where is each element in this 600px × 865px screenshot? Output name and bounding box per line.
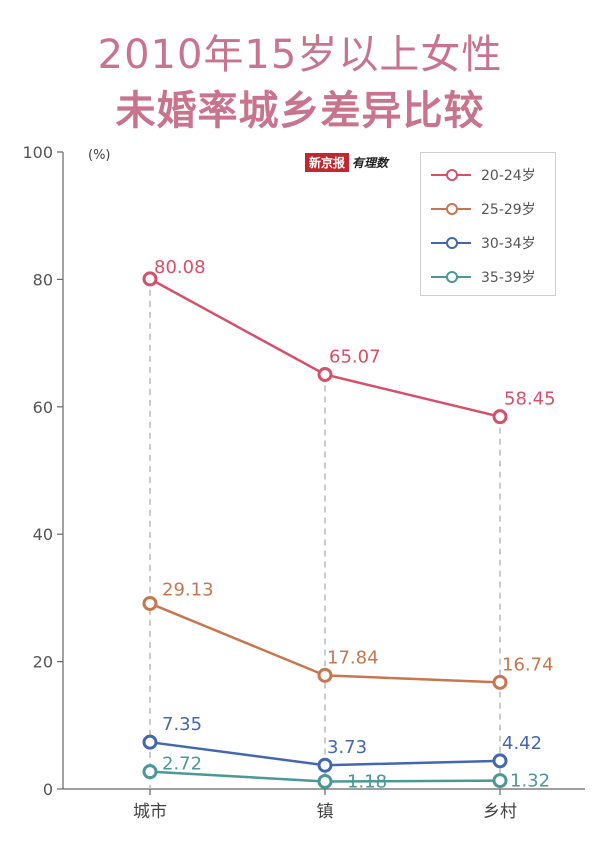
data-point (317, 773, 333, 789)
data-label: 4.42 (502, 733, 542, 754)
legend-swatch (431, 271, 471, 283)
data-point (317, 757, 333, 773)
legend-item: 30-34岁 (431, 233, 536, 253)
data-label: 58.45 (504, 389, 556, 410)
legend-label: 30-34岁 (481, 236, 536, 252)
legend-item: 35-39岁 (431, 267, 536, 287)
legend-label: 25-29岁 (481, 202, 536, 218)
y-tick-label: 40 (33, 525, 53, 544)
y-tick-label: 80 (33, 270, 53, 289)
data-label: 1.18 (347, 771, 387, 792)
y-tick-label: 60 (33, 398, 53, 417)
data-label: 2.72 (162, 754, 202, 775)
data-point (142, 271, 158, 287)
y-axis-unit-label: (%) (88, 148, 111, 163)
data-label: 65.07 (329, 347, 381, 368)
x-tick-label: 镇 (317, 802, 334, 822)
data-point (142, 595, 158, 611)
data-label: 7.35 (162, 714, 202, 735)
y-tick-label: 20 (33, 653, 53, 672)
data-point (317, 367, 333, 383)
legend-label: 35-39岁 (481, 270, 536, 286)
chart-legend: 20-24岁 25-29岁 30-34岁 35-39岁 (420, 152, 556, 296)
data-label: 29.13 (162, 579, 214, 600)
data-point (492, 753, 508, 769)
data-label: 1.32 (510, 771, 550, 792)
data-point (492, 409, 508, 425)
legend-marker-icon (446, 169, 458, 181)
x-tick-label: 城市 (133, 802, 167, 822)
legend-swatch (431, 237, 471, 249)
data-label: 16.74 (502, 654, 554, 675)
data-label: 3.73 (327, 737, 367, 758)
legend-swatch (431, 169, 471, 181)
legend-swatch (431, 203, 471, 215)
data-label: 80.08 (154, 257, 206, 278)
legend-marker-icon (446, 271, 458, 283)
logo-hand-text: 有理数 (352, 155, 389, 170)
data-label: 17.84 (327, 647, 379, 668)
legend-label: 20-24岁 (481, 168, 536, 184)
data-point (492, 773, 508, 789)
legend-marker-icon (446, 237, 458, 249)
logo-red-text: 新京报 (305, 152, 350, 172)
legend-item: 25-29岁 (431, 199, 536, 219)
chart-title-line2: 未婚率城乡差异比较 (115, 88, 485, 134)
data-point (317, 667, 333, 683)
y-tick-label: 0 (43, 780, 53, 799)
source-logo: 新京报 有理数 (305, 152, 389, 172)
data-point (142, 734, 158, 750)
series-line-20-24岁 (149, 277, 501, 418)
x-tick-label: 乡村 (483, 802, 517, 822)
y-tick-label: 100 (22, 143, 53, 162)
legend-item: 20-24岁 (431, 165, 536, 185)
chart-title-line1: 2010年15岁以上女性 (97, 32, 503, 78)
legend-marker-icon (446, 203, 458, 215)
data-point (492, 674, 508, 690)
data-point (142, 764, 158, 780)
